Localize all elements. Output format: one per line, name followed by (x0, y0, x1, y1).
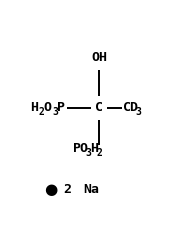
Text: O: O (80, 142, 87, 155)
Text: C: C (123, 101, 131, 114)
Text: 3: 3 (86, 148, 92, 158)
Text: C: C (95, 101, 103, 114)
Text: OH: OH (91, 51, 107, 64)
Text: P: P (74, 142, 81, 155)
Text: P: P (58, 101, 65, 114)
Text: ●: ● (44, 182, 57, 197)
Text: 2: 2 (63, 183, 71, 196)
Text: 2: 2 (38, 107, 44, 117)
Text: H: H (30, 101, 38, 114)
Text: H: H (90, 142, 98, 155)
Text: Na: Na (83, 183, 99, 196)
Text: 2: 2 (96, 148, 102, 158)
Text: 3: 3 (52, 107, 58, 117)
Text: O: O (44, 101, 52, 114)
Text: 3: 3 (135, 107, 141, 117)
Text: D: D (129, 101, 137, 114)
